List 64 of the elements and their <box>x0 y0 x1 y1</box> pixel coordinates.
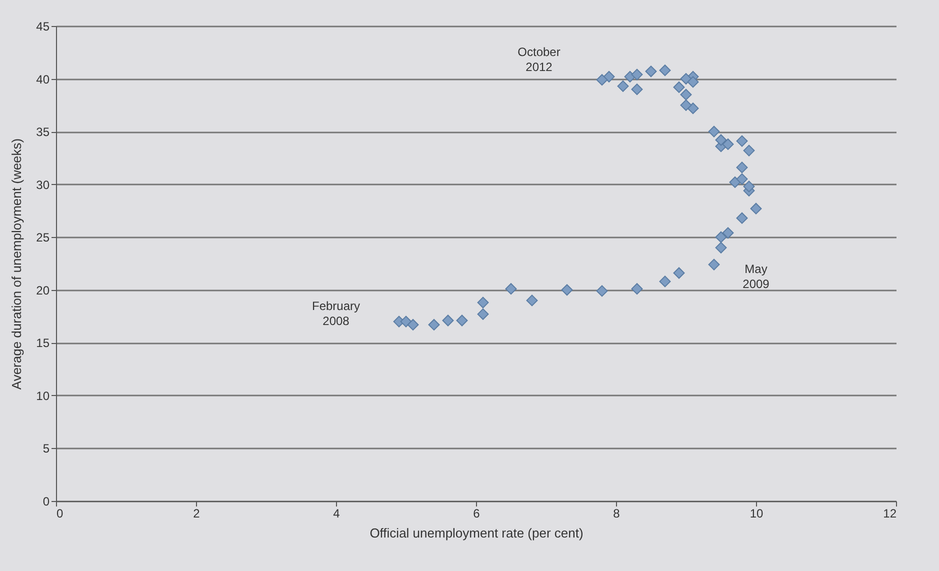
x-axis-title: Official unemployment rate (per cent) <box>370 526 584 540</box>
y-tick-label: 30 <box>36 178 50 192</box>
point <box>477 296 489 308</box>
point <box>659 64 671 76</box>
point <box>687 102 699 114</box>
point <box>715 134 727 146</box>
annotation: May 2009 <box>742 262 770 291</box>
y-tick-label: 45 <box>36 20 50 34</box>
point <box>736 162 748 174</box>
point <box>442 314 454 326</box>
point <box>631 283 643 295</box>
point <box>736 173 748 185</box>
point <box>561 284 573 296</box>
x-tick-label: 10 <box>750 506 764 520</box>
point <box>743 144 755 156</box>
y-tick-label: 20 <box>36 283 50 298</box>
x-tick-label: 12 <box>883 506 897 520</box>
x-tick-label: 8 <box>613 506 620 520</box>
point <box>477 308 489 320</box>
point <box>673 81 685 93</box>
point <box>645 66 657 78</box>
point <box>400 316 412 328</box>
point <box>750 202 762 214</box>
point <box>603 70 615 82</box>
point <box>715 231 727 243</box>
y-axis-title: Average duration of unemployment (weeks) <box>9 138 24 390</box>
point <box>680 99 692 111</box>
point <box>729 176 741 188</box>
point <box>722 227 734 239</box>
point <box>715 242 727 254</box>
x-tick-label: 0 <box>56 506 64 520</box>
y-tick-label: 40 <box>36 72 50 86</box>
x-tick-label: 4 <box>333 506 340 520</box>
point <box>407 318 419 330</box>
point <box>456 314 468 326</box>
point <box>743 180 755 192</box>
point <box>708 258 720 270</box>
y-tick-label: 5 <box>42 442 50 456</box>
point <box>526 294 538 306</box>
point <box>736 212 748 224</box>
y-tick-label: 25 <box>36 230 50 245</box>
point <box>680 73 692 85</box>
y-tick-label: 35 <box>36 125 50 140</box>
point <box>596 285 608 297</box>
y-tick-label: 0 <box>42 494 50 508</box>
point <box>687 76 699 88</box>
point <box>505 283 517 295</box>
y-tick-label: 10 <box>36 388 50 403</box>
point <box>596 74 608 86</box>
x-tick-label: 6 <box>473 506 480 520</box>
point <box>680 88 692 100</box>
point <box>428 318 440 330</box>
annotation: October 2012 <box>518 45 560 74</box>
point <box>736 135 748 147</box>
point <box>708 126 720 138</box>
point <box>673 267 685 279</box>
y-tick-label: 15 <box>36 336 50 350</box>
annotation: February 2008 <box>312 299 360 328</box>
point <box>722 138 734 150</box>
point <box>617 80 629 92</box>
point <box>659 276 671 288</box>
point <box>631 68 643 80</box>
point <box>631 84 643 96</box>
x-tick-label: 2 <box>193 506 200 520</box>
